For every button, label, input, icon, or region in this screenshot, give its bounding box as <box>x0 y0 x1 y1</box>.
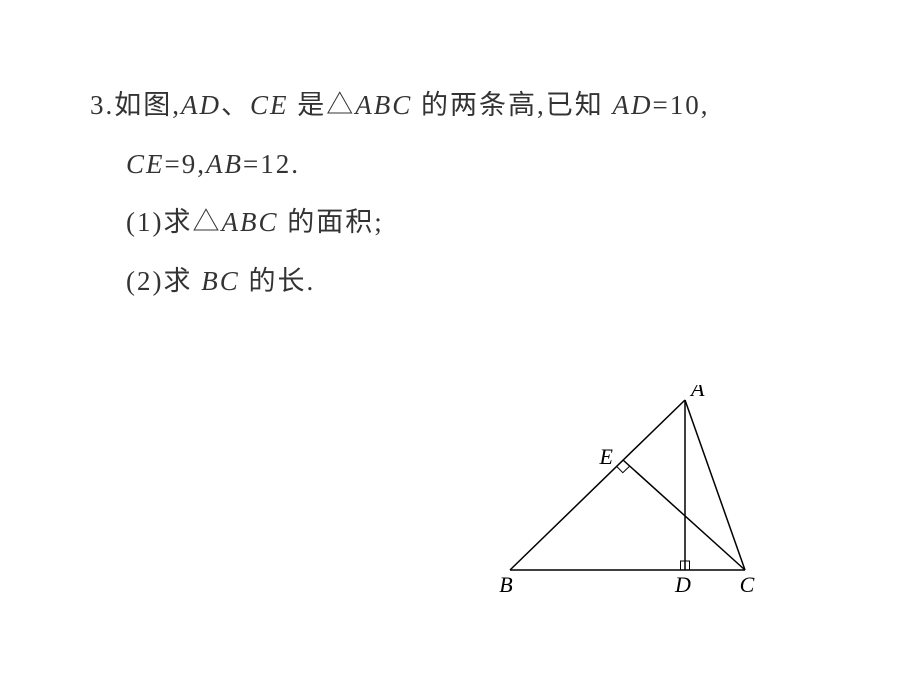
q2-number: (2) <box>126 266 163 296</box>
svg-text:E: E <box>599 444 614 469</box>
triangle-svg: A B C D E <box>490 385 780 595</box>
q1-var: ABC <box>221 207 278 237</box>
q2-var: BC <box>201 266 240 296</box>
question-2: (2)求 BC 的长. <box>90 261 860 302</box>
svg-text:B: B <box>499 572 512 595</box>
svg-text:A: A <box>689 385 705 401</box>
var-abc: ABC <box>355 90 412 120</box>
q1-text1: 求△ <box>163 207 221 237</box>
svg-text:D: D <box>674 572 691 595</box>
problem-number: 3. <box>90 90 114 120</box>
separator: 、 <box>221 90 250 120</box>
question-1: (1)求△ABC 的面积; <box>90 202 860 243</box>
problem-line-2: CE=9,AB=12. <box>90 144 860 185</box>
text-prefix: 如图, <box>114 90 181 120</box>
problem-content: 3.如图,AD、CE 是△ABC 的两条高,已知 AD=10, CE=9,AB=… <box>0 0 920 301</box>
text-mid1: 是△ <box>289 90 356 120</box>
problem-line-1: 3.如图,AD、CE 是△ABC 的两条高,已知 AD=10, <box>90 85 860 126</box>
eq-ab: =12. <box>243 149 300 179</box>
q1-number: (1) <box>126 207 163 237</box>
q2-text1: 求 <box>163 266 201 296</box>
var-ad2: AD <box>613 90 653 120</box>
text-mid2: 的两条高,已知 <box>412 90 612 120</box>
eq1: =10, <box>653 90 710 120</box>
var-ce: CE <box>250 90 289 120</box>
eq-ce: =9, <box>165 149 206 179</box>
q2-text2: 的长. <box>240 266 316 296</box>
svg-text:C: C <box>740 572 755 595</box>
var-ab: AB <box>206 149 243 179</box>
var-ad: AD <box>181 90 221 120</box>
triangle-diagram: A B C D E <box>490 385 780 600</box>
q1-text2: 的面积; <box>278 207 383 237</box>
var-ce2: CE <box>126 149 165 179</box>
